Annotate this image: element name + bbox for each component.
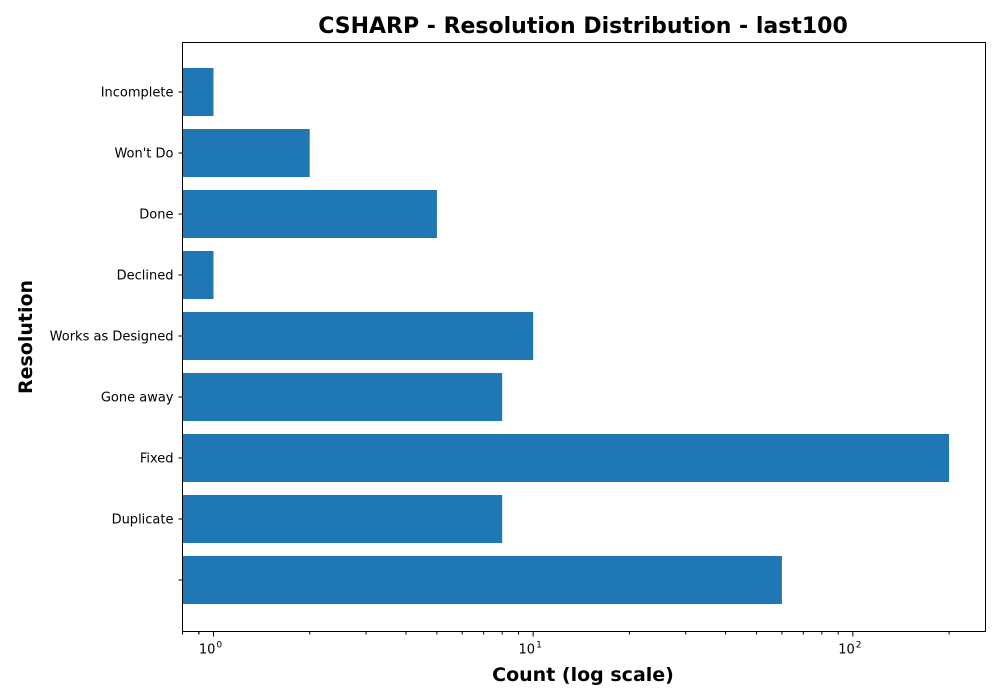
x-tick-label: 102	[838, 641, 861, 658]
y-tick-label: Gone away	[101, 391, 174, 406]
y-tick-label: Declined	[117, 269, 174, 284]
bar-declined	[182, 251, 214, 299]
y-tick-label: Won't Do	[114, 147, 173, 162]
y-axis-label: Resolution	[15, 280, 37, 394]
bar-fixed	[182, 434, 950, 482]
bar-blank-0	[182, 556, 782, 604]
y-axis-ticks: Duplicate Fixed Gone away Works as Designed…	[50, 86, 183, 581]
y-tick-label: Incomplete	[101, 86, 174, 101]
bars-group	[182, 68, 950, 604]
bar-works-as-designed	[182, 312, 534, 360]
bar-gone-away	[182, 373, 503, 421]
chart-title: CSHARP - Resolution Distribution - last1…	[318, 14, 848, 39]
y-tick-label: Duplicate	[112, 513, 174, 528]
bar-duplicate	[182, 495, 503, 543]
bar-done	[182, 190, 437, 238]
bar-won-t-do	[182, 129, 310, 177]
plot-frame	[182, 42, 986, 632]
bar-incomplete	[182, 68, 214, 116]
x-axis-ticks: 100 101 102	[182, 631, 950, 658]
x-tick-label: 100	[199, 641, 223, 658]
x-axis-label: Count (log scale)	[492, 664, 674, 686]
x-tick-label: 101	[519, 641, 542, 658]
y-tick-label: Fixed	[140, 452, 174, 467]
y-tick-label: Works as Designed	[50, 330, 174, 345]
y-tick-label: Done	[139, 208, 173, 223]
